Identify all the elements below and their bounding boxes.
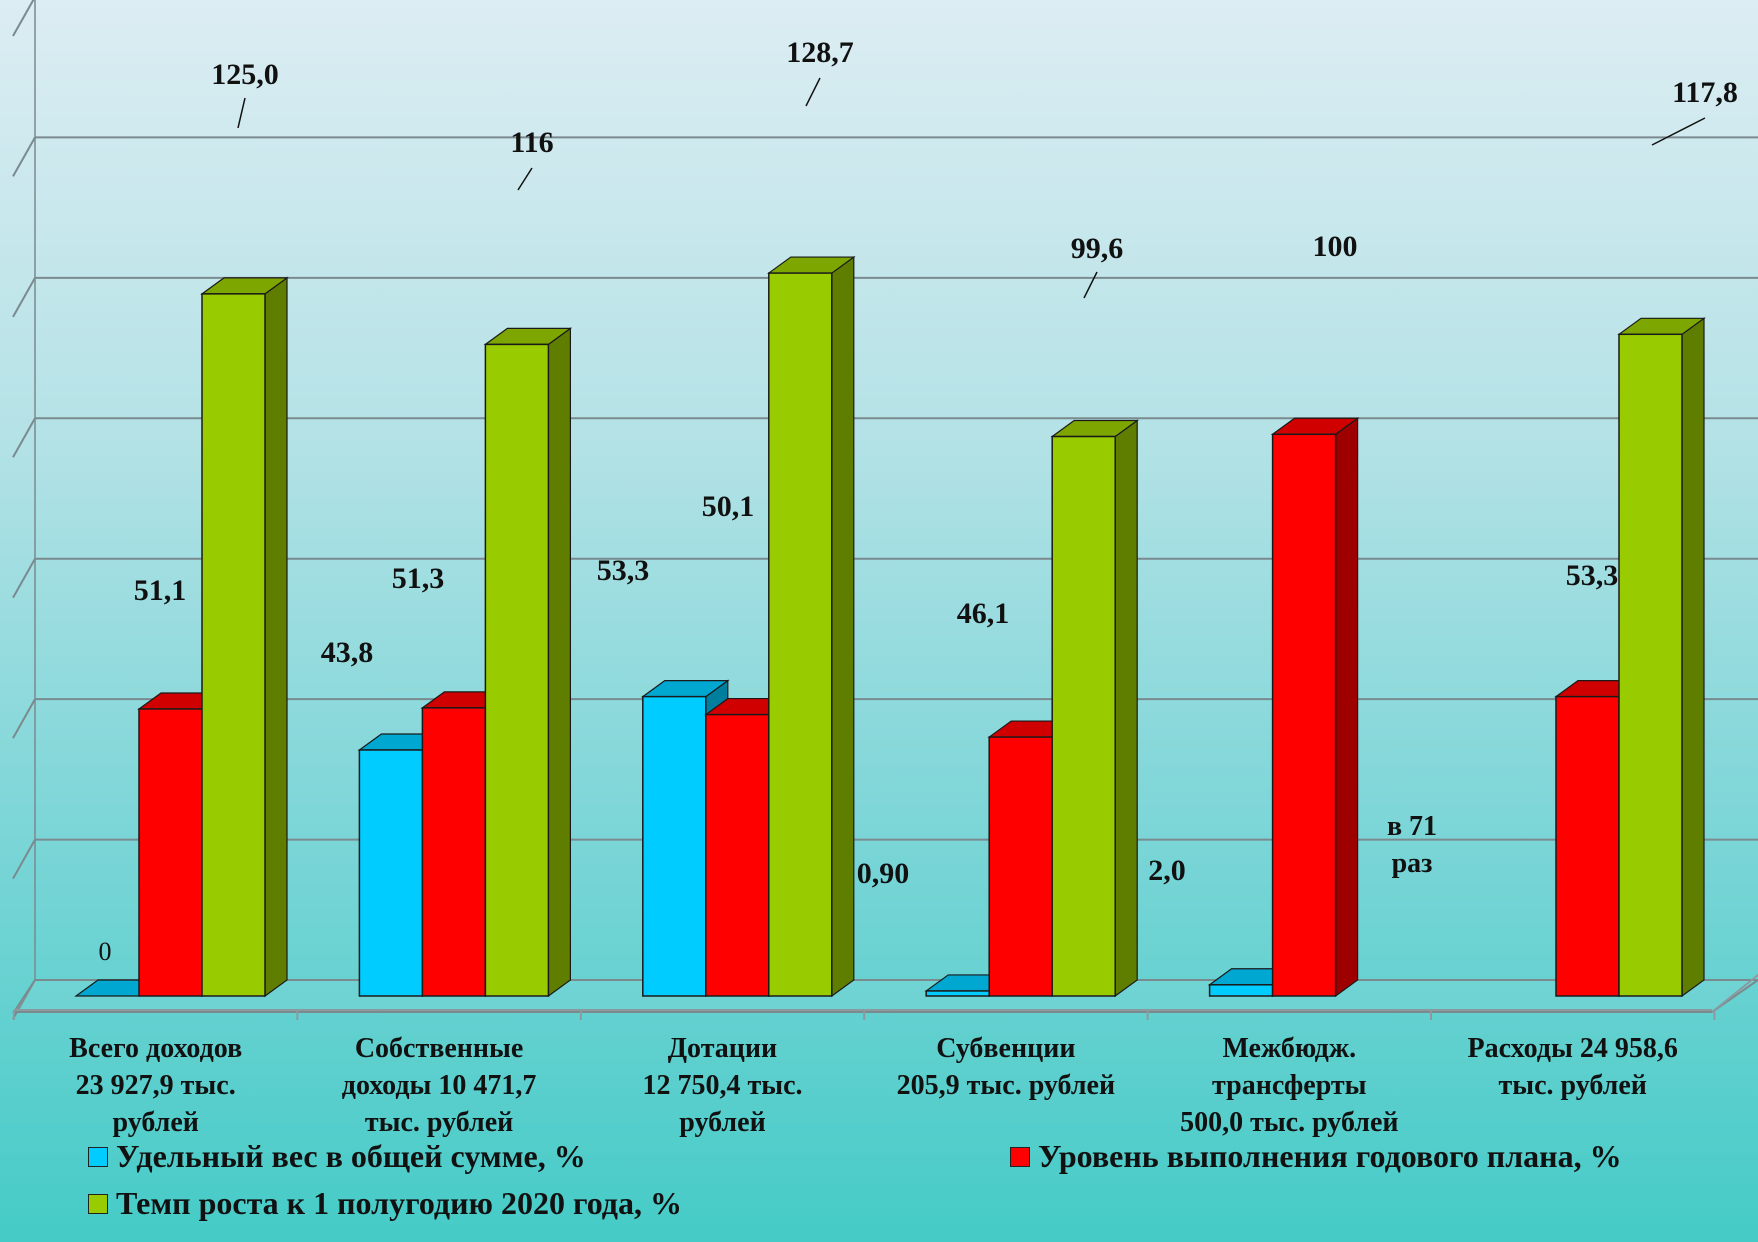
bar — [1555, 695, 1620, 997]
label-leader — [1083, 271, 1098, 299]
bar — [1271, 433, 1337, 997]
bar — [421, 707, 487, 997]
data-label: 117,8 — [1672, 76, 1738, 109]
legend-item: Темп роста к 1 полугодию 2020 года, % — [88, 1185, 682, 1222]
bar-side — [1681, 317, 1705, 998]
data-label: 116 — [510, 126, 553, 159]
legend-swatch — [1010, 1146, 1030, 1167]
data-label: 100 — [1313, 230, 1358, 263]
bar — [642, 695, 707, 997]
label-leader — [1651, 117, 1706, 146]
data-label: 53,3 — [1566, 559, 1619, 592]
gridline-side — [12, 277, 36, 318]
data-label: 51,3 — [392, 562, 445, 595]
bar-side — [547, 327, 572, 998]
data-label: 51,1 — [134, 574, 187, 607]
data-label: 128,7 — [786, 36, 854, 69]
data-label: 50,1 — [702, 490, 755, 523]
bar — [705, 713, 770, 997]
category-label: Собственные доходы 10 471,7 тыс. рублей — [341, 1033, 537, 1138]
bar — [484, 343, 550, 997]
category-label: Расходы 24 958,6 тыс. рублей — [1467, 1033, 1678, 1101]
bar-side — [1114, 419, 1138, 998]
bar — [1208, 984, 1274, 997]
data-label: 125,0 — [211, 58, 279, 91]
data-label: 53,3 — [597, 554, 650, 587]
bar-side — [1334, 417, 1359, 998]
label-leader — [517, 167, 533, 191]
category-label: Субвенции 205,9 тыс. рублей — [896, 1033, 1116, 1101]
bar — [201, 293, 266, 997]
legend-label: Удельный вес в общей сумме, % — [116, 1138, 586, 1174]
gridline-side — [12, 0, 35, 37]
gridline-side — [12, 417, 36, 458]
data-label: 2,0 — [1148, 854, 1186, 887]
legend-item: Удельный вес в общей сумме, % — [88, 1138, 586, 1175]
bar — [925, 990, 990, 997]
annotation-label: в 71 раз — [1386, 811, 1438, 879]
bar — [1618, 333, 1683, 997]
legend-swatch — [88, 1193, 108, 1214]
bar — [138, 708, 203, 997]
data-label: 0,90 — [857, 857, 910, 890]
bar-side — [831, 255, 855, 998]
bar — [988, 736, 1053, 997]
data-label: 43,8 — [321, 636, 374, 669]
legend-item: Уровень выполнения годового плана, % — [1010, 1138, 1622, 1175]
category-label: Всего доходов 23 927,9 тыс. рублей — [69, 1033, 243, 1138]
data-label: 0 — [99, 937, 112, 966]
x-axis-side — [1711, 974, 1758, 1013]
bar — [358, 749, 424, 997]
label-leader — [805, 77, 821, 107]
bar — [1051, 435, 1116, 997]
legend-label: Уровень выполнения годового плана, % — [1038, 1138, 1622, 1174]
bar — [768, 272, 833, 997]
gridline-side — [12, 136, 36, 177]
legend-label: Темп роста к 1 полугодию 2020 года, % — [116, 1185, 682, 1221]
gridline-side — [12, 839, 36, 880]
label-leader — [237, 97, 246, 129]
category-label: Межбюдж. трансферты 500,0 тыс. рублей — [1180, 1033, 1399, 1138]
bar-side — [264, 276, 288, 998]
data-label: 46,1 — [957, 597, 1010, 630]
gridline-side — [12, 698, 36, 739]
data-label: 99,6 — [1071, 232, 1124, 265]
category-label: Дотации 12 750,4 тыс. рублей — [642, 1033, 803, 1138]
legend-swatch — [88, 1146, 108, 1167]
gridline-side — [12, 558, 36, 599]
